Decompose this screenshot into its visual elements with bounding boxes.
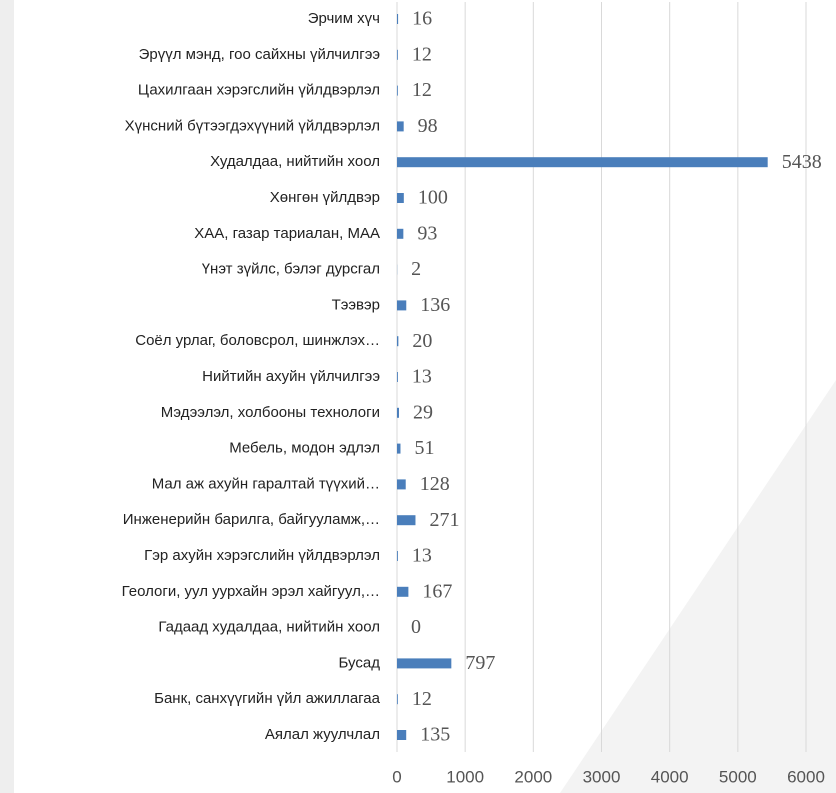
x-tick-label: 0 bbox=[392, 767, 401, 786]
category-label: Мебель, модон эдлэл bbox=[229, 440, 380, 457]
value-label: 136 bbox=[420, 294, 450, 316]
x-tick-label: 1000 bbox=[446, 767, 484, 786]
bar bbox=[397, 551, 398, 561]
value-label: 0 bbox=[411, 616, 421, 638]
bar bbox=[397, 228, 404, 239]
category-label: Аялал жуулчлал bbox=[265, 726, 380, 743]
value-label: 93 bbox=[417, 222, 437, 244]
bar bbox=[397, 407, 399, 418]
bar bbox=[397, 85, 398, 96]
category-label: Мал аж ахуйн гаралтай түүхий… bbox=[152, 475, 380, 492]
category-label: Мэдээлэл, холбооны технологи bbox=[161, 404, 380, 421]
x-tick-label: 6000 bbox=[787, 767, 825, 786]
category-label: Бусад bbox=[339, 654, 381, 671]
x-tick-label: 2000 bbox=[514, 767, 552, 786]
bar bbox=[397, 372, 398, 382]
value-label: 12 bbox=[412, 43, 432, 65]
category-label: Тээвэр bbox=[332, 296, 380, 313]
category-label: Гадаад худалдаа, нийтийн хоол bbox=[158, 619, 380, 636]
bar bbox=[397, 443, 401, 454]
category-label: Банк, санхүүгийн үйл ажиллагаа bbox=[154, 690, 381, 707]
bar bbox=[397, 586, 409, 597]
bar bbox=[397, 515, 416, 526]
category-label: Гэр ахуйн хэрэгслийн үйлдвэрлэл bbox=[144, 547, 380, 564]
value-label: 98 bbox=[418, 115, 438, 137]
value-label: 135 bbox=[420, 724, 450, 746]
x-tick-label: 4000 bbox=[651, 767, 689, 786]
category-label: Соёл урлаг, боловсрол, шинжлэх… bbox=[135, 332, 380, 349]
category-label: Үнэт зүйлс, бэлэг дурсгал bbox=[202, 261, 380, 278]
value-label: 271 bbox=[429, 509, 459, 531]
value-label: 13 bbox=[412, 545, 432, 567]
value-label: 128 bbox=[420, 473, 450, 495]
value-label: 13 bbox=[412, 366, 432, 388]
bar bbox=[397, 300, 407, 311]
value-label: 797 bbox=[465, 652, 495, 674]
x-tick-label: 5000 bbox=[719, 767, 757, 786]
value-label: 167 bbox=[422, 580, 452, 602]
value-label: 100 bbox=[418, 187, 448, 209]
background-shade bbox=[560, 380, 836, 793]
value-label: 2 bbox=[411, 258, 421, 280]
category-label: Эрчим хүч bbox=[308, 10, 380, 27]
category-label: Худалдаа, нийтийн хоол bbox=[210, 153, 380, 170]
bar bbox=[397, 121, 404, 132]
value-label: 29 bbox=[413, 401, 433, 423]
bar bbox=[397, 49, 398, 60]
category-label: Геологи, уул уурхайн эрэл хайгуул,… bbox=[122, 583, 380, 600]
category-label: Эрүүл мэнд, гоо сайхны үйлчилгээ bbox=[139, 46, 381, 63]
value-label: 12 bbox=[412, 79, 432, 101]
bar bbox=[397, 479, 406, 490]
bar bbox=[397, 658, 452, 669]
category-label: ХАА, газар тариалан, МАА bbox=[194, 225, 380, 242]
value-label: 51 bbox=[414, 437, 434, 459]
category-label: Инженерийн барилга, байгууламж,… bbox=[123, 511, 380, 528]
category-label: Цахилгаан хэрэгслийн үйлдвэрлэл bbox=[138, 82, 380, 99]
bar bbox=[397, 336, 399, 347]
value-label: 12 bbox=[412, 688, 432, 710]
category-label: Нийтийн ахуйн үйлчилгээ bbox=[202, 368, 380, 385]
bar bbox=[397, 157, 768, 168]
bar bbox=[397, 694, 398, 705]
value-label: 16 bbox=[412, 8, 432, 30]
bar bbox=[397, 730, 407, 740]
category-label: Хүнсний бүтээгдэхүүний үйлдвэрлэл bbox=[125, 117, 380, 134]
side-stripe bbox=[0, 0, 14, 793]
bar bbox=[397, 193, 404, 203]
value-label: 5438 bbox=[782, 151, 822, 173]
bar bbox=[397, 14, 399, 24]
value-label: 20 bbox=[412, 330, 432, 352]
category-label: Хөнгөн үйлдвэр bbox=[270, 189, 380, 206]
x-tick-label: 3000 bbox=[583, 767, 621, 786]
